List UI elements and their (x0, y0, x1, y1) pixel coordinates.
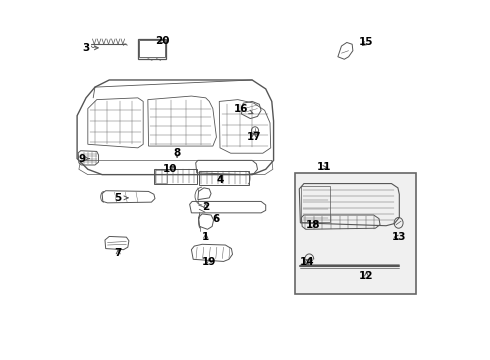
Text: 2: 2 (202, 202, 209, 212)
Text: 17: 17 (246, 132, 261, 142)
Bar (154, 168, 197, 184)
Text: 9: 9 (79, 154, 89, 163)
Text: 14: 14 (299, 257, 314, 267)
Text: 13: 13 (392, 232, 406, 242)
Text: 18: 18 (306, 220, 320, 230)
Bar (295, 173, 416, 294)
Text: 15: 15 (359, 37, 374, 48)
Bar (138, 39, 167, 59)
Text: 6: 6 (213, 214, 220, 224)
Text: 10: 10 (163, 164, 177, 174)
Bar (155, 170, 168, 183)
Text: 16: 16 (234, 104, 253, 114)
Bar (139, 40, 165, 57)
Bar (198, 171, 248, 185)
Text: 7: 7 (115, 248, 122, 258)
Text: 5: 5 (115, 193, 128, 203)
Text: 12: 12 (359, 271, 374, 282)
Bar (301, 186, 330, 222)
Text: 11: 11 (317, 162, 331, 172)
Text: 19: 19 (202, 257, 217, 267)
Text: 3: 3 (82, 43, 98, 53)
Text: 1: 1 (202, 232, 209, 242)
Text: 4: 4 (216, 175, 223, 185)
Text: 8: 8 (173, 148, 181, 158)
Text: 20: 20 (156, 36, 170, 46)
